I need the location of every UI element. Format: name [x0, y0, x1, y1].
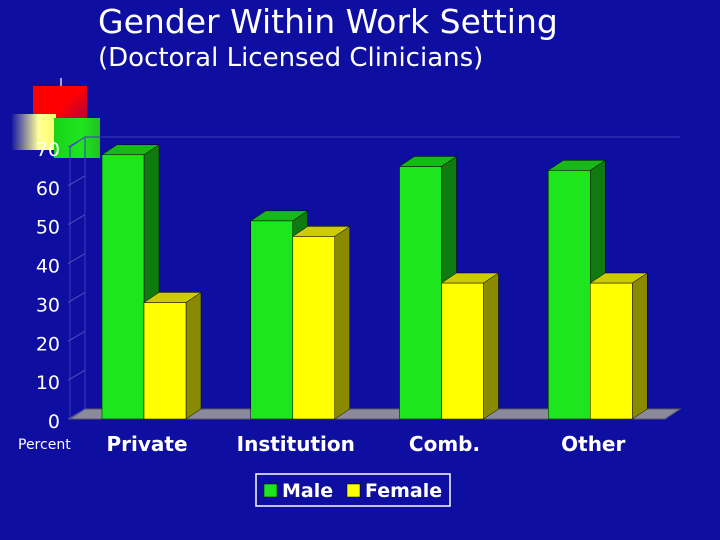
bar-side	[185, 291, 202, 420]
bar-side	[334, 225, 350, 420]
bars	[101, 144, 649, 420]
y-tick-label: 0	[48, 411, 60, 433]
legend-swatch-male	[263, 483, 278, 498]
x-tick-label: Comb.	[409, 432, 480, 456]
y-tick-mark	[67, 291, 86, 303]
bar-front	[590, 282, 633, 420]
legend: Male Female	[255, 473, 451, 507]
y-tick-label: 60	[36, 178, 60, 200]
x-tick-label: Other	[561, 432, 625, 456]
side-wall	[69, 136, 86, 420]
chart-subtitle: (Doctoral Licensed Clinicians)	[98, 43, 484, 73]
bar-female	[143, 291, 202, 420]
y-tick-mark	[67, 369, 86, 381]
y-tick-mark	[67, 408, 86, 420]
bar-front	[101, 154, 145, 420]
bar-front	[548, 170, 591, 420]
y-tick-mark	[67, 214, 86, 226]
legend-label-male: Male	[282, 480, 333, 502]
bar-female	[589, 272, 649, 420]
x-axis-labels: Private Institution Comb. Other	[106, 432, 625, 456]
y-tick-mark	[67, 253, 86, 265]
title-block: Gender Within Work Setting (Doctoral Lic…	[98, 2, 558, 74]
y-tick-label: 10	[36, 372, 60, 394]
bar-front	[399, 166, 442, 420]
bar-front	[143, 302, 187, 420]
bar-top	[440, 272, 500, 284]
y-tick-mark	[67, 330, 86, 342]
y-tick-label: 50	[36, 217, 60, 239]
y-tick-label: 20	[36, 333, 60, 355]
y-axis-label: Percent	[18, 437, 71, 453]
bar-side	[483, 272, 499, 420]
decorative-yellow-square	[12, 114, 56, 150]
chart-walls	[68, 136, 682, 420]
bar-top	[398, 156, 458, 167]
y-tick-label: 40	[36, 256, 60, 278]
bar-top	[547, 160, 607, 171]
bar-top	[249, 210, 309, 222]
bar-female	[291, 225, 351, 420]
y-tick-mark	[67, 136, 86, 148]
y-tick-label: 70	[36, 139, 60, 161]
legend-swatch-female	[346, 483, 361, 498]
y-axis-ticks: 0 10 20 30 40 50 60 70	[36, 136, 86, 433]
chart-title: Gender Within Work Setting	[98, 2, 558, 41]
bar-front	[250, 220, 293, 420]
x-tick-label: Institution	[237, 432, 355, 456]
y-tick-mark	[67, 175, 86, 187]
decorative-green-square	[54, 118, 100, 158]
bar-top	[101, 144, 160, 156]
bar-top	[291, 226, 351, 237]
legend-label-female: Female	[365, 480, 442, 502]
x-tick-label: Private	[106, 432, 187, 456]
bar-side	[632, 272, 648, 420]
bar-front	[292, 236, 335, 420]
bar-top	[589, 272, 649, 284]
y-tick-label: 30	[36, 294, 60, 316]
bar-female	[440, 272, 500, 420]
bar-top	[143, 292, 202, 303]
bar-front	[441, 282, 484, 420]
